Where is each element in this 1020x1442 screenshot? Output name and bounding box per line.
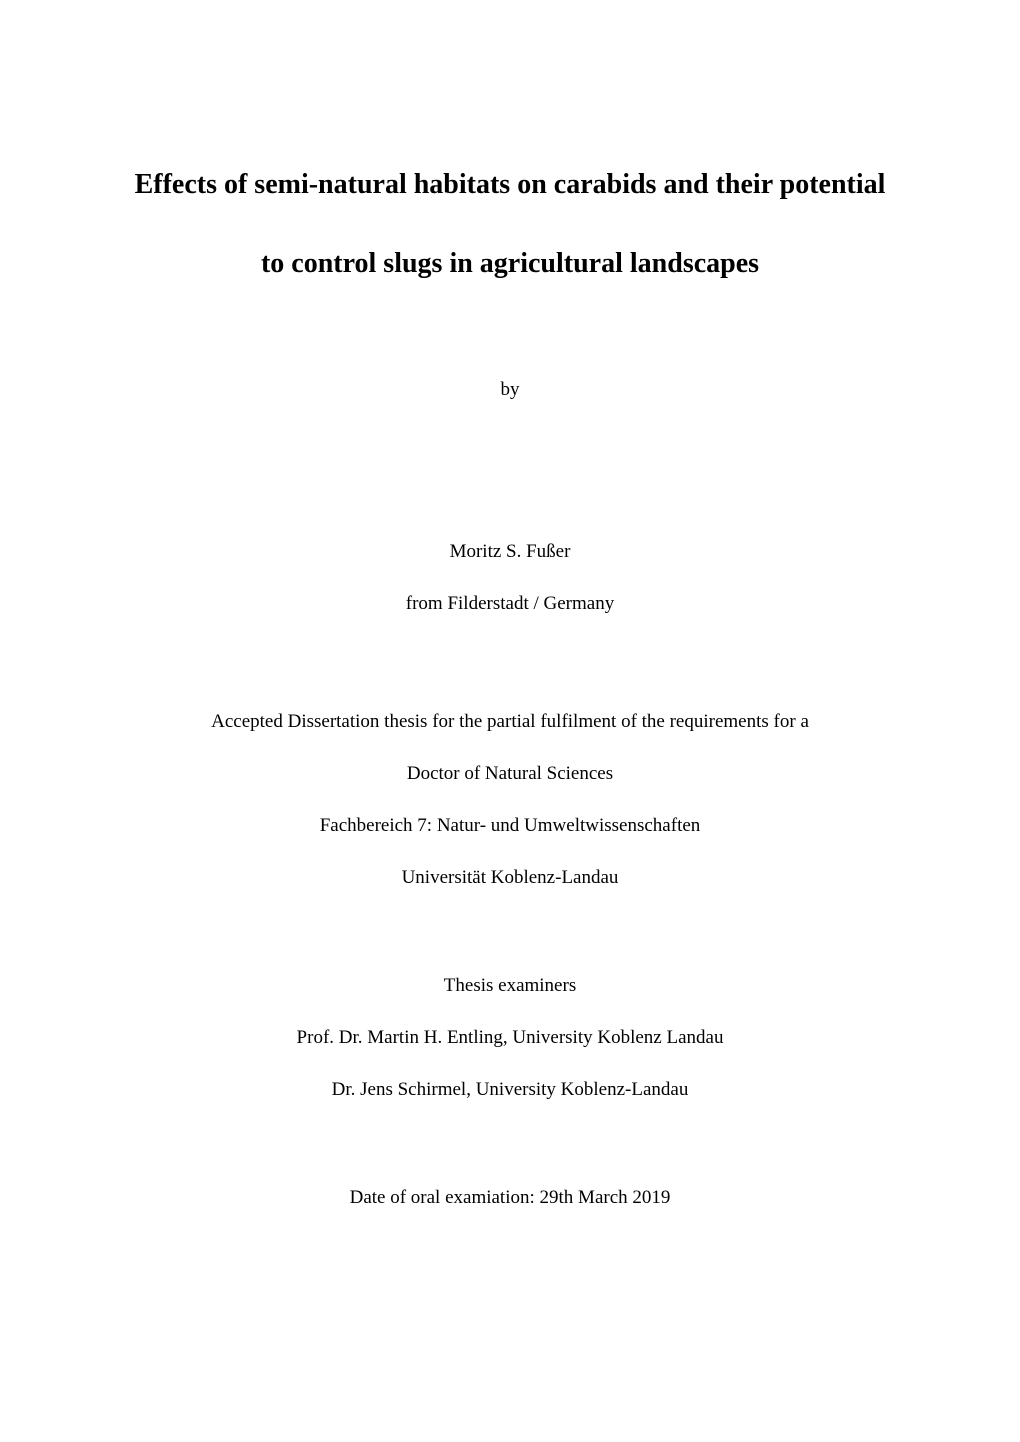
department-name: Fachbereich 7: Natur- und Umweltwissensc… [130, 815, 890, 837]
author-origin: from Filderstadt / Germany [130, 593, 890, 615]
examiners-heading: Thesis examiners [130, 975, 890, 997]
thesis-title-line-1: Effects of semi-natural habitats on cara… [130, 165, 890, 204]
examiner-1: Prof. Dr. Martin H. Entling, University … [130, 1027, 890, 1049]
degree-name: Doctor of Natural Sciences [130, 763, 890, 785]
acceptance-statement: Accepted Dissertation thesis for the par… [130, 711, 890, 733]
university-name: Universität Koblenz-Landau [130, 867, 890, 889]
author-name: Moritz S. Fußer [130, 541, 890, 563]
thesis-title-line-2: to control slugs in agricultural landsca… [130, 244, 890, 283]
examiner-2: Dr. Jens Schirmel, University Koblenz-La… [130, 1079, 890, 1101]
by-label: by [130, 379, 890, 401]
title-page: Effects of semi-natural habitats on cara… [0, 0, 1020, 1442]
oral-exam-date: Date of oral examiation: 29th March 2019 [130, 1187, 890, 1209]
